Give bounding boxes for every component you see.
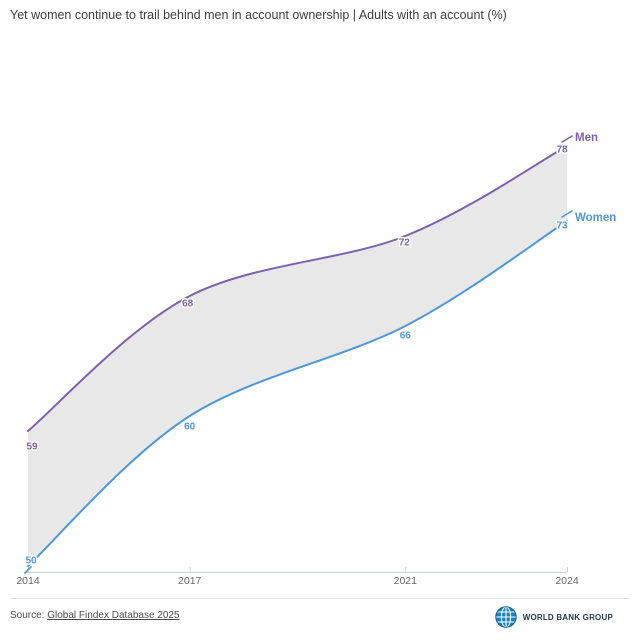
world-bank-logo-text: WORLD BANK GROUP [522, 612, 613, 622]
men-value-label: 59 [26, 442, 38, 453]
source-prefix: Source: [10, 610, 45, 621]
x-tick-label: 2021 [394, 575, 418, 587]
women-start-dash [24, 566, 32, 574]
women-series-label: Women [575, 212, 616, 224]
source-line: Source: Global Findex Database 2025 [10, 610, 180, 621]
men-value-label: 72 [399, 238, 411, 249]
women-value-label: 50 [25, 556, 37, 567]
men-series-label: Men [575, 132, 598, 144]
women-value-label: 60 [184, 422, 196, 433]
men-value-label: 68 [182, 299, 194, 310]
men-leader-dash [561, 135, 573, 143]
women-line [27, 220, 568, 567]
women-value-label: 66 [400, 331, 412, 342]
men-value-label: 78 [556, 145, 568, 156]
x-tick-label: 2017 [178, 575, 202, 587]
gender-gap-area [28, 146, 567, 566]
women-leader-dash [561, 210, 573, 218]
x-tick-label: 2014 [16, 575, 40, 587]
source-link[interactable]: Global Findex Database 2025 [47, 610, 180, 621]
world-bank-logo: WORLD BANK GROUP [494, 605, 613, 629]
globe-icon [494, 606, 517, 628]
footer-divider [10, 598, 630, 599]
chart-title: Yet women continue to trail behind men i… [10, 8, 507, 22]
men-line [27, 145, 568, 432]
account-ownership-chart: 2014 2017 2021 2024 Men 59 68 72 78 Women 50 60 66 73 [15, 131, 618, 589]
x-tick-label: 2024 [555, 575, 579, 587]
women-value-label: 73 [556, 221, 568, 232]
